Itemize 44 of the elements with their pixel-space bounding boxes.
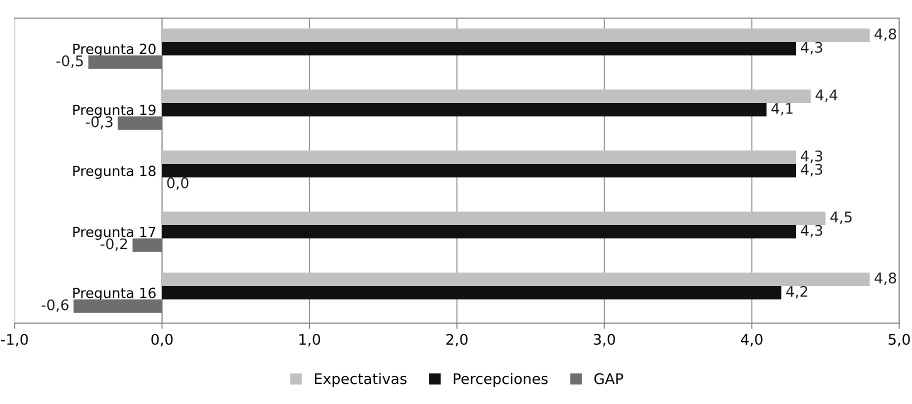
- x-tick-label: 3,0: [594, 334, 615, 346]
- x-tick-label: 0,0: [151, 334, 173, 346]
- data-label: 4,4: [816, 90, 838, 102]
- x-tick-label: 5,0: [888, 334, 910, 346]
- bar: [162, 164, 796, 178]
- bar: [162, 212, 826, 225]
- legend-label: GAP: [594, 373, 624, 384]
- bar: [162, 286, 782, 300]
- data-label: -0,2: [100, 238, 127, 251]
- bar: [162, 224, 796, 238]
- data-label: 4,3: [800, 42, 822, 54]
- data-label: -0,5: [56, 55, 83, 68]
- bar: [162, 272, 870, 286]
- data-label: 4,5: [830, 212, 852, 224]
- bar: [162, 102, 767, 116]
- bar: [162, 150, 796, 164]
- x-tick-label: 1,0: [299, 334, 320, 346]
- y-tick-label: Pregunta 16: [73, 288, 156, 301]
- y-tick-label: Pregunta 19: [73, 104, 156, 118]
- bar: [74, 299, 162, 313]
- data-label: 4,8: [874, 28, 896, 41]
- x-tick-label: 4,0: [740, 334, 762, 346]
- bar: [162, 90, 811, 103]
- data-label: 4,2: [786, 286, 808, 298]
- y-tick-label: Pregunta 17: [73, 226, 156, 240]
- data-label: 4,3: [800, 224, 822, 238]
- legend-label: Expectativas: [314, 372, 406, 388]
- x-tick-label: 2,0: [446, 334, 468, 346]
- bar: [88, 55, 162, 69]
- data-label: 4,1: [771, 103, 793, 116]
- data-label: 4,8: [874, 272, 896, 285]
- bar: [118, 116, 162, 130]
- data-label: 0,0: [167, 177, 188, 190]
- bar: [132, 238, 162, 252]
- x-tick-label: -1,0: [1, 334, 28, 346]
- data-label: -0,6: [42, 299, 68, 312]
- data-label: 4,3: [800, 164, 822, 176]
- bar: [162, 42, 796, 56]
- bar: [162, 28, 870, 42]
- data-label: -0,3: [86, 116, 112, 129]
- y-tick-label: Pregunta 18: [73, 166, 156, 179]
- y-tick-label: Pregunta 20: [73, 44, 156, 57]
- data-label: 4,3: [800, 150, 822, 163]
- legend-label: Percepciones: [454, 372, 548, 388]
